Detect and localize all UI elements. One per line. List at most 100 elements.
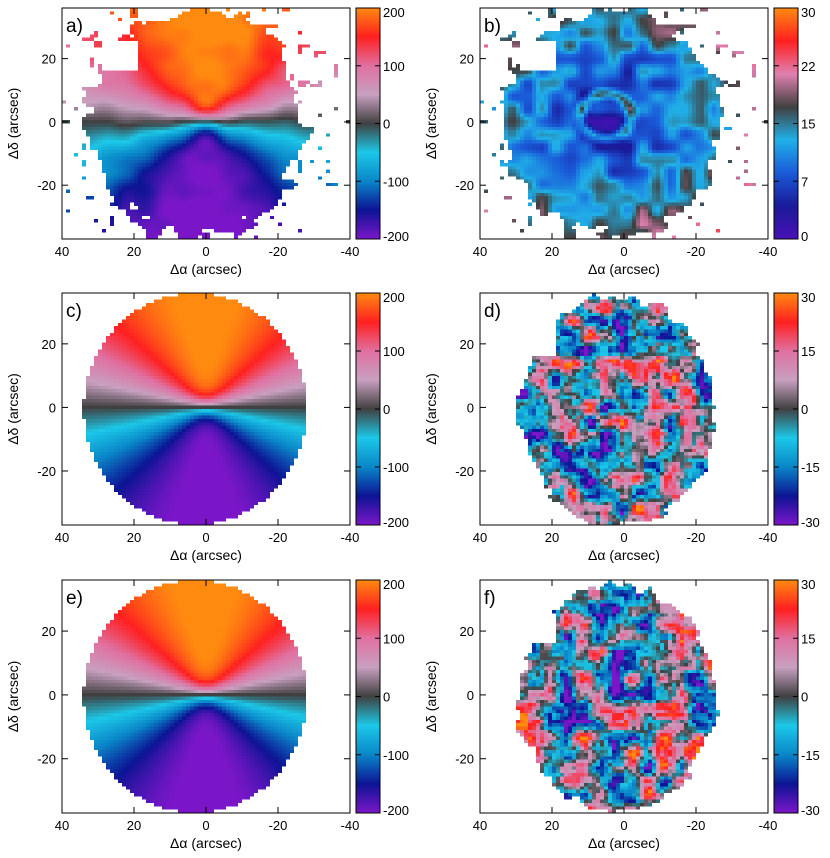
colorbar-tick-label: 0 xyxy=(383,117,390,132)
x-tick-label: 40 xyxy=(473,244,487,259)
x-tick-label: -20 xyxy=(269,244,288,259)
x-tick-label: 40 xyxy=(473,530,487,545)
colorbar-tick-label: 15 xyxy=(801,631,815,646)
colorbar-tick-label: 0 xyxy=(801,402,808,417)
colorbar-tick-label: 200 xyxy=(383,5,405,20)
colorbar-tick-label: -100 xyxy=(383,748,409,763)
panel-label: f) xyxy=(484,588,496,609)
colorbar-tick-label: 0 xyxy=(801,690,808,705)
x-tick-label: 0 xyxy=(202,244,209,259)
colorbar-tick-label: -200 xyxy=(383,229,409,244)
x-axis-label: Δα (arcsec) xyxy=(170,261,242,277)
y-tick-label: -20 xyxy=(455,464,474,479)
colorbar-tick-label: 100 xyxy=(383,631,405,646)
x-tick-label: 20 xyxy=(127,244,141,259)
x-tick-label: -20 xyxy=(687,244,706,259)
y-tick-label: -20 xyxy=(455,752,474,767)
x-axis-label: Δα (arcsec) xyxy=(588,835,660,851)
y-tick-label: 20 xyxy=(460,52,474,67)
x-tick-label: -40 xyxy=(341,244,360,259)
colorbar-tick-label: 15 xyxy=(801,344,815,359)
heatmap-e xyxy=(62,580,350,813)
heatmap-a xyxy=(62,8,350,239)
colorbar-tick-label: 30 xyxy=(801,5,815,20)
y-tick-label: -20 xyxy=(455,178,474,193)
colorbar-tick-label: -100 xyxy=(383,460,409,475)
y-axis-label: Δδ (arcsec) xyxy=(5,661,21,733)
colorbar-tick-label: 0 xyxy=(383,402,390,417)
colorbar-tick-label: 30 xyxy=(801,577,815,592)
colorbar-tick-label: -200 xyxy=(383,803,409,818)
y-tick-label: 0 xyxy=(467,115,474,130)
x-tick-label: 40 xyxy=(55,244,69,259)
x-tick-label: 0 xyxy=(620,530,627,545)
heatmap-f xyxy=(480,580,768,813)
y-tick-label: -20 xyxy=(37,752,56,767)
y-axis-label: Δδ (arcsec) xyxy=(423,373,439,445)
panel-label: d) xyxy=(484,301,501,322)
x-tick-label: 0 xyxy=(620,818,627,833)
panel-f: 40 20 0 -20 -40 20 0 -20 Δα (arcsec) Δδ (arcsec) f… xyxy=(423,577,820,851)
colorbar-tick-label: -30 xyxy=(801,803,820,818)
panel-label: c) xyxy=(66,301,82,322)
panel-d: 40 20 0 -20 -40 20 0 -20 Δα (arcsec) Δδ (arcsec) d… xyxy=(423,290,820,563)
y-tick-label: 20 xyxy=(460,337,474,352)
y-axis-label: Δδ (arcsec) xyxy=(423,88,439,160)
y-tick-label: 20 xyxy=(42,52,56,67)
colorbar-tick-label: -30 xyxy=(801,515,820,530)
y-tick-label: 20 xyxy=(460,624,474,639)
y-tick-label: 0 xyxy=(467,400,474,415)
x-tick-label: 0 xyxy=(202,818,209,833)
heatmap-c xyxy=(62,293,350,525)
y-axis-label: Δδ (arcsec) xyxy=(423,661,439,733)
x-tick-label: -40 xyxy=(341,530,360,545)
y-axis-label: Δδ (arcsec) xyxy=(5,373,21,445)
x-axis-label: Δα (arcsec) xyxy=(170,835,242,851)
colorbar-tick-label: 0 xyxy=(383,690,390,705)
panel-b: 40 20 0 -20 -40 20 0 -20 Δα (arcsec) Δδ (arcsec) b… xyxy=(423,5,815,277)
colorbar-tick-label: -15 xyxy=(801,748,820,763)
x-tick-label: 40 xyxy=(55,530,69,545)
x-tick-label: -40 xyxy=(341,818,360,833)
y-tick-label: 20 xyxy=(42,337,56,352)
colorbar-tick-label: 7 xyxy=(801,174,808,189)
x-tick-label: 40 xyxy=(55,818,69,833)
x-tick-label: 40 xyxy=(473,818,487,833)
y-tick-label: 0 xyxy=(467,688,474,703)
x-tick-label: -20 xyxy=(687,818,706,833)
x-tick-label: 20 xyxy=(545,530,559,545)
y-tick-label: 0 xyxy=(49,400,56,415)
colorbar-tick-label: -15 xyxy=(801,460,820,475)
x-tick-label: -40 xyxy=(759,818,778,833)
y-tick-label: 20 xyxy=(42,624,56,639)
heatmap-d xyxy=(480,293,768,525)
x-tick-label: -20 xyxy=(269,818,288,833)
x-tick-label: -40 xyxy=(759,530,778,545)
panel-label: b) xyxy=(484,16,501,37)
x-axis-label: Δα (arcsec) xyxy=(588,261,660,277)
x-tick-label: 20 xyxy=(545,244,559,259)
colorbar-tick-label: 0 xyxy=(801,229,808,244)
colorbar-tick-label: 30 xyxy=(801,290,815,305)
x-tick-label: -20 xyxy=(269,530,288,545)
y-axis-label: Δδ (arcsec) xyxy=(5,88,21,160)
x-axis-label: Δα (arcsec) xyxy=(588,547,660,563)
colorbar-tick-label: -200 xyxy=(383,515,409,530)
colorbar-tick-label: 100 xyxy=(383,59,405,74)
x-tick-label: 20 xyxy=(545,818,559,833)
x-axis-label: Δα (arcsec) xyxy=(170,547,242,563)
y-tick-label: 0 xyxy=(49,115,56,130)
x-tick-label: -40 xyxy=(759,244,778,259)
colorbar-tick-label: 200 xyxy=(383,290,405,305)
x-tick-label: 0 xyxy=(202,530,209,545)
panel-label: a) xyxy=(66,16,83,37)
x-tick-label: 20 xyxy=(127,530,141,545)
y-tick-label: -20 xyxy=(37,464,56,479)
colorbar-tick-label: 22 xyxy=(801,59,815,74)
x-tick-label: 20 xyxy=(127,818,141,833)
colorbar-tick-label: 15 xyxy=(801,117,815,132)
